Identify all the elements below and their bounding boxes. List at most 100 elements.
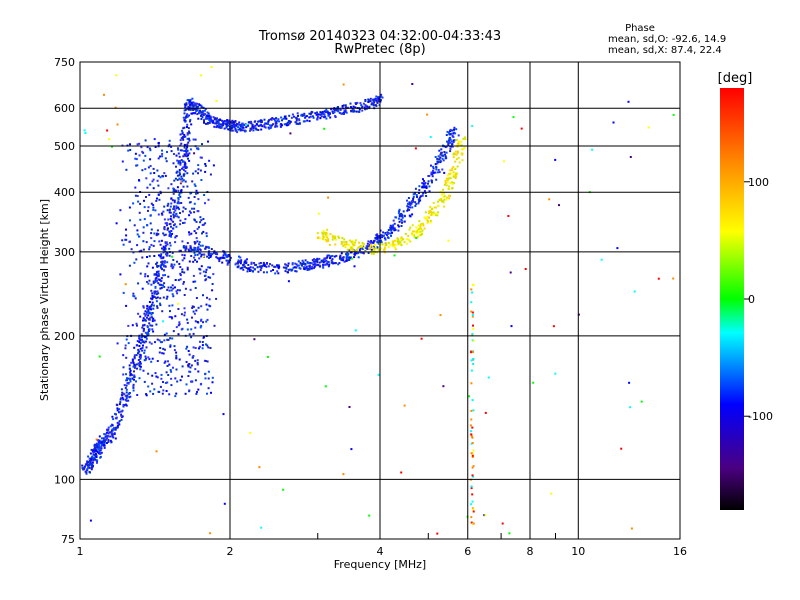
echo-point: [155, 234, 158, 237]
echo-point: [447, 131, 450, 134]
echo-point: [197, 306, 200, 309]
echo-point: [291, 262, 294, 265]
echo-point: [239, 262, 242, 265]
echo-point: [426, 113, 429, 116]
echo-point: [254, 263, 257, 266]
echo-point: [240, 260, 242, 263]
echo-point: [188, 333, 191, 336]
echo-point: [349, 256, 352, 259]
echo-point: [402, 238, 405, 241]
echo-point: [191, 97, 194, 100]
echo-point: [94, 458, 97, 461]
echo-point: [411, 206, 414, 209]
echo-point: [417, 224, 420, 227]
echo-point: [177, 148, 180, 151]
echo-point: [148, 255, 151, 258]
echo-point: [391, 242, 394, 245]
echo-point: [152, 187, 155, 190]
echo-point: [349, 248, 352, 251]
echo-point: [188, 114, 190, 117]
echo-point: [171, 304, 174, 307]
echo-point: [219, 257, 222, 260]
echo-point: [385, 242, 388, 244]
echo-point: [152, 282, 155, 285]
echo-point: [197, 388, 200, 391]
echo-point: [472, 475, 475, 478]
echo-point: [185, 247, 188, 250]
echo-point: [332, 112, 335, 115]
echo-point: [231, 119, 234, 122]
echo-point: [199, 326, 202, 329]
echo-point: [144, 310, 147, 313]
echo-point: [138, 365, 141, 368]
echo-point: [558, 204, 560, 207]
echo-point: [247, 124, 250, 127]
echo-point: [143, 349, 146, 352]
echo-point: [248, 268, 251, 271]
echo-point: [165, 160, 168, 163]
echo-point: [318, 261, 321, 264]
echo-point: [353, 256, 356, 259]
echo-point: [118, 403, 121, 406]
echo-point: [364, 108, 367, 111]
echo-point: [89, 471, 91, 474]
echo-point: [409, 240, 412, 243]
echo-point: [110, 431, 113, 434]
echo-point: [471, 442, 474, 444]
echo-point: [156, 261, 159, 264]
echo-point: [435, 168, 438, 171]
echo-point: [265, 122, 268, 125]
echo-point: [394, 248, 397, 251]
echo-point: [201, 116, 204, 119]
echo-point: [113, 428, 116, 431]
echo-point: [406, 205, 409, 208]
echo-point: [100, 451, 103, 454]
echo-point: [324, 115, 327, 118]
echo-point: [400, 236, 403, 239]
echo-point: [200, 318, 203, 321]
echo-point: [194, 242, 197, 244]
echo-point: [445, 177, 448, 180]
echo-point: [414, 147, 417, 150]
echo-point: [136, 367, 138, 370]
echo-point: [157, 142, 160, 145]
echo-point: [201, 224, 204, 226]
echo-point: [143, 351, 146, 354]
echo-point: [342, 244, 345, 247]
echo-point: [420, 223, 423, 226]
echo-point: [318, 264, 321, 267]
echo-point: [408, 228, 411, 231]
echo-point: [487, 376, 490, 379]
echo-point: [142, 306, 145, 309]
echo-point: [170, 377, 173, 380]
echo-point: [472, 508, 475, 511]
echo-point: [151, 294, 154, 297]
echo-point: [181, 137, 184, 140]
echo-point: [83, 465, 86, 468]
echo-point: [444, 155, 447, 158]
echo-point: [390, 225, 393, 228]
echo-point: [319, 265, 322, 268]
echo-point: [200, 74, 203, 77]
echo-point: [372, 241, 375, 244]
echo-point: [206, 318, 209, 321]
echo-point: [182, 127, 185, 130]
echo-point: [429, 219, 432, 222]
echo-point: [162, 256, 165, 259]
echo-point: [240, 259, 243, 262]
echo-point: [145, 196, 147, 198]
echo-point: [186, 123, 189, 126]
echo-point: [257, 120, 260, 123]
echo-point: [145, 393, 148, 396]
echo-point: [309, 115, 312, 118]
echo-point: [423, 190, 426, 193]
echo-point: [193, 104, 196, 107]
echo-point: [150, 243, 153, 246]
echo-point: [471, 426, 474, 429]
echo-point: [148, 318, 151, 321]
echo-point: [95, 446, 98, 449]
echo-point: [146, 304, 149, 307]
echo-point: [350, 109, 353, 112]
echo-point: [449, 130, 452, 132]
echo-point: [144, 336, 147, 339]
